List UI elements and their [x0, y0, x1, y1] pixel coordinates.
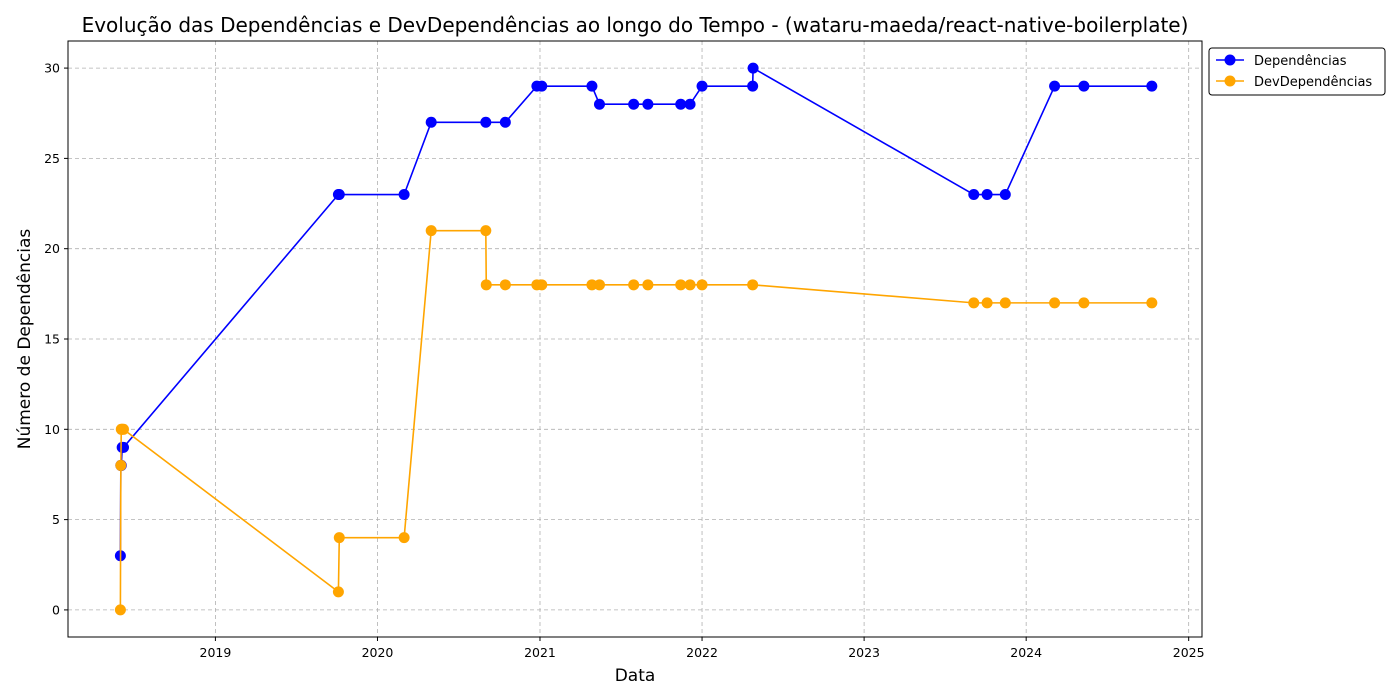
data-point-dependencias [536, 80, 548, 92]
x-tick-label: 2025 [1173, 645, 1205, 660]
legend-box [1208, 47, 1386, 96]
x-axis-label: Data [615, 666, 656, 686]
y-tick-label: 0 [52, 602, 60, 617]
data-point-devdependencias [499, 279, 511, 291]
data-point-dependencias [593, 98, 605, 110]
series-line-devdependencias [119, 229, 1152, 610]
data-point-devdependencias [333, 532, 345, 544]
data-point-dependencias [499, 116, 511, 128]
data-point-dependencias [628, 98, 640, 110]
data-point-dependencias [684, 98, 696, 110]
data-point-dependencias [747, 80, 759, 92]
data-point-devdependencias [332, 586, 344, 598]
data-point-devdependencias [696, 279, 708, 291]
data-point-dependencias [696, 80, 708, 92]
data-point-devdependencias [1049, 297, 1061, 309]
data-point-devdependencias [642, 279, 654, 291]
x-tick-label: 2023 [848, 645, 880, 660]
x-tick-label: 2022 [686, 645, 718, 660]
data-point-devdependencias [114, 604, 126, 616]
data-point-devdependencias [480, 279, 492, 291]
data-point-dependencias [480, 116, 492, 128]
y-axis-label: Número de Dependências [15, 229, 35, 450]
data-point-dependencias [425, 116, 437, 128]
y-tick-label: 20 [44, 241, 60, 256]
data-point-dependencias [981, 189, 993, 201]
legend-marker-dependencias [1224, 54, 1236, 66]
chart-title: Evolução das Dependências e DevDependênc… [82, 13, 1189, 37]
data-point-devdependencias [684, 279, 696, 291]
data-point-devdependencias [115, 459, 127, 471]
data-point-devdependencias [480, 225, 492, 237]
data-point-dependencias [118, 441, 130, 453]
y-tick-label: 10 [44, 422, 60, 437]
data-point-devdependencias [1146, 297, 1158, 309]
data-point-devdependencias [1078, 297, 1090, 309]
legend: Dependências DevDependências [1208, 47, 1386, 96]
data-point-devdependencias [968, 297, 980, 309]
data-point-devdependencias [747, 279, 759, 291]
data-point-dependencias [333, 189, 345, 201]
y-tick-label: 5 [52, 512, 60, 527]
data-point-devdependencias [398, 532, 410, 544]
data-point-dependencias [398, 189, 410, 201]
data-point-dependencias [1049, 80, 1061, 92]
data-point-dependencias [1078, 80, 1090, 92]
x-tick-label: 2019 [200, 645, 232, 660]
legend-label-devdependencias: DevDependências [1254, 75, 1372, 90]
data-point-devdependencias [628, 279, 640, 291]
data-point-dependencias [1146, 80, 1158, 92]
legend-label-dependencias: Dependências [1254, 54, 1347, 69]
data-point-devdependencias [593, 279, 605, 291]
y-tick-label: 25 [44, 151, 60, 166]
x-tick-label: 2020 [362, 645, 394, 660]
grid-lines [68, 41, 1202, 637]
data-point-devdependencias [118, 423, 130, 435]
legend-marker-devdependencias [1224, 75, 1236, 87]
data-point-dependencias [747, 62, 759, 74]
data-point-dependencias [586, 80, 598, 92]
series-line-dependencias [119, 67, 1152, 556]
y-tick-label: 15 [44, 332, 60, 347]
data-point-dependencias [999, 189, 1011, 201]
series-layer [114, 62, 1158, 616]
x-tick-label: 2024 [1010, 645, 1042, 660]
data-point-devdependencias [425, 225, 437, 237]
data-point-dependencias [968, 189, 980, 201]
data-point-dependencias [675, 98, 687, 110]
data-point-dependencias [642, 98, 654, 110]
series-dependencias [114, 62, 1158, 562]
series-devdependencias [114, 225, 1158, 616]
data-point-devdependencias [675, 279, 687, 291]
x-tick-label: 2021 [524, 645, 556, 660]
data-point-devdependencias [586, 279, 598, 291]
data-point-devdependencias [536, 279, 548, 291]
data-point-devdependencias [999, 297, 1011, 309]
y-tick-label: 30 [44, 61, 60, 76]
data-point-devdependencias [981, 297, 993, 309]
